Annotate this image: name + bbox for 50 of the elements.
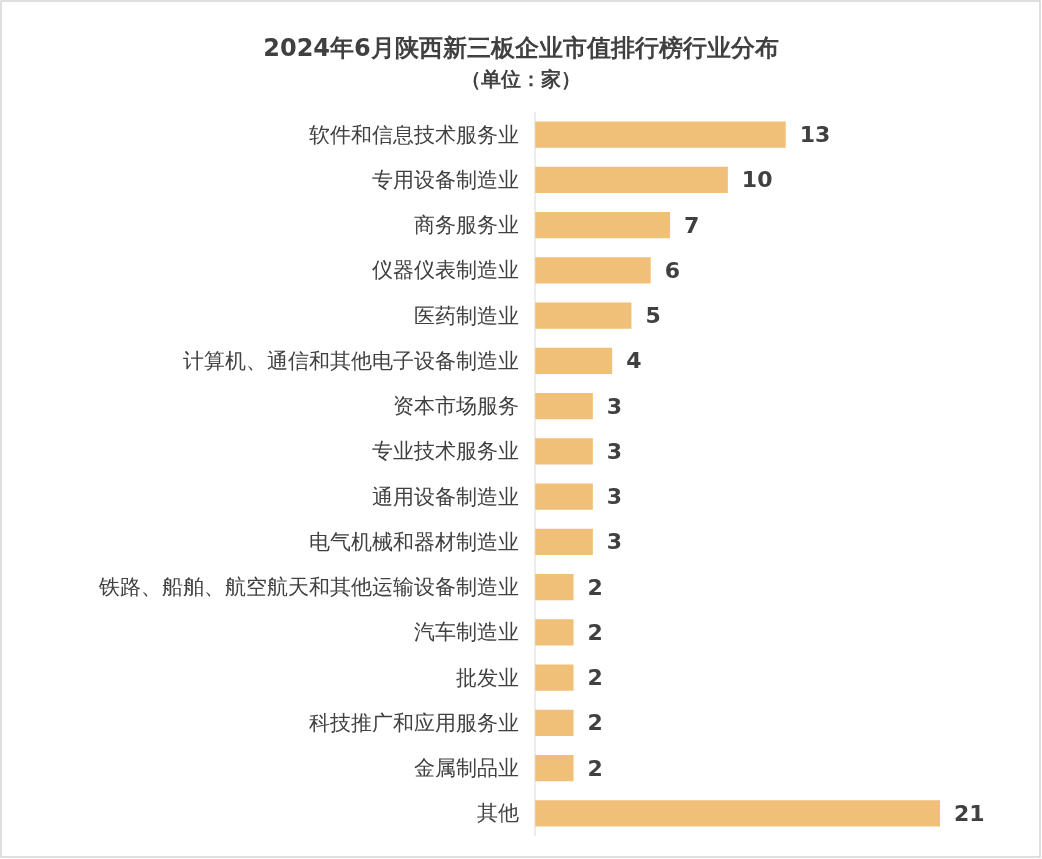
bar: [535, 166, 728, 193]
y-tick-label: 科技推广和应用服务业: [309, 710, 519, 735]
data-label: 21: [954, 800, 985, 826]
data-label: 7: [684, 212, 700, 238]
bar: [535, 755, 574, 782]
y-tick-label: 电气机械和器材制造业: [309, 529, 519, 554]
bar: [535, 212, 670, 239]
data-label: 2: [587, 755, 603, 781]
y-tick-label: 其他: [477, 801, 519, 826]
data-label: 6: [664, 257, 681, 283]
data-label: 2: [587, 710, 603, 736]
bar: [535, 121, 786, 148]
bar: [535, 800, 940, 827]
bar: [535, 709, 574, 736]
data-label: 5: [645, 303, 661, 329]
bar: [535, 393, 593, 420]
bar: [535, 257, 651, 284]
chart-title: 2024年6月陕西新三板企业市值排行榜行业分布: [263, 34, 779, 62]
y-tick-label: 批发业: [456, 665, 519, 690]
bar: [535, 619, 574, 646]
data-label: 3: [606, 438, 623, 464]
y-tick-label: 仪器仪表制造业: [372, 258, 519, 283]
bar: [535, 302, 632, 329]
bar: [535, 574, 574, 601]
data-label: 2: [587, 619, 603, 645]
data-label: 3: [606, 393, 623, 419]
data-label: 4: [626, 348, 642, 374]
data-label: 3: [606, 484, 623, 510]
y-tick-label: 汽车制造业: [414, 620, 519, 645]
y-tick-label: 金属制品业: [414, 756, 519, 781]
bar: [535, 664, 574, 691]
y-tick-label: 商务服务业: [414, 213, 519, 238]
y-tick-label: 专用设备制造业: [372, 167, 519, 192]
y-tick-label: 专业技术服务业: [372, 439, 519, 464]
data-label: 3: [606, 529, 623, 555]
data-label: 2: [587, 665, 603, 691]
y-tick-label: 资本市场服务: [393, 394, 519, 419]
bar: [535, 347, 613, 374]
y-tick-label: 医药制造业: [414, 303, 519, 328]
data-label: 13: [799, 122, 831, 148]
y-tick-label: 计算机、通信和其他电子设备制造业: [183, 348, 519, 373]
data-label: 10: [741, 167, 773, 193]
bar: [535, 438, 593, 465]
y-tick-label: 通用设备制造业: [372, 484, 519, 509]
chart-subtitle: （单位：家）: [461, 67, 581, 91]
bar: [535, 483, 593, 510]
y-tick-label: 铁路、船舶、航空航天和其他运输设备制造业: [98, 575, 519, 600]
data-label: 2: [587, 574, 603, 600]
y-tick-label: 软件和信息技术服务业: [309, 122, 519, 147]
bar: [535, 528, 593, 555]
